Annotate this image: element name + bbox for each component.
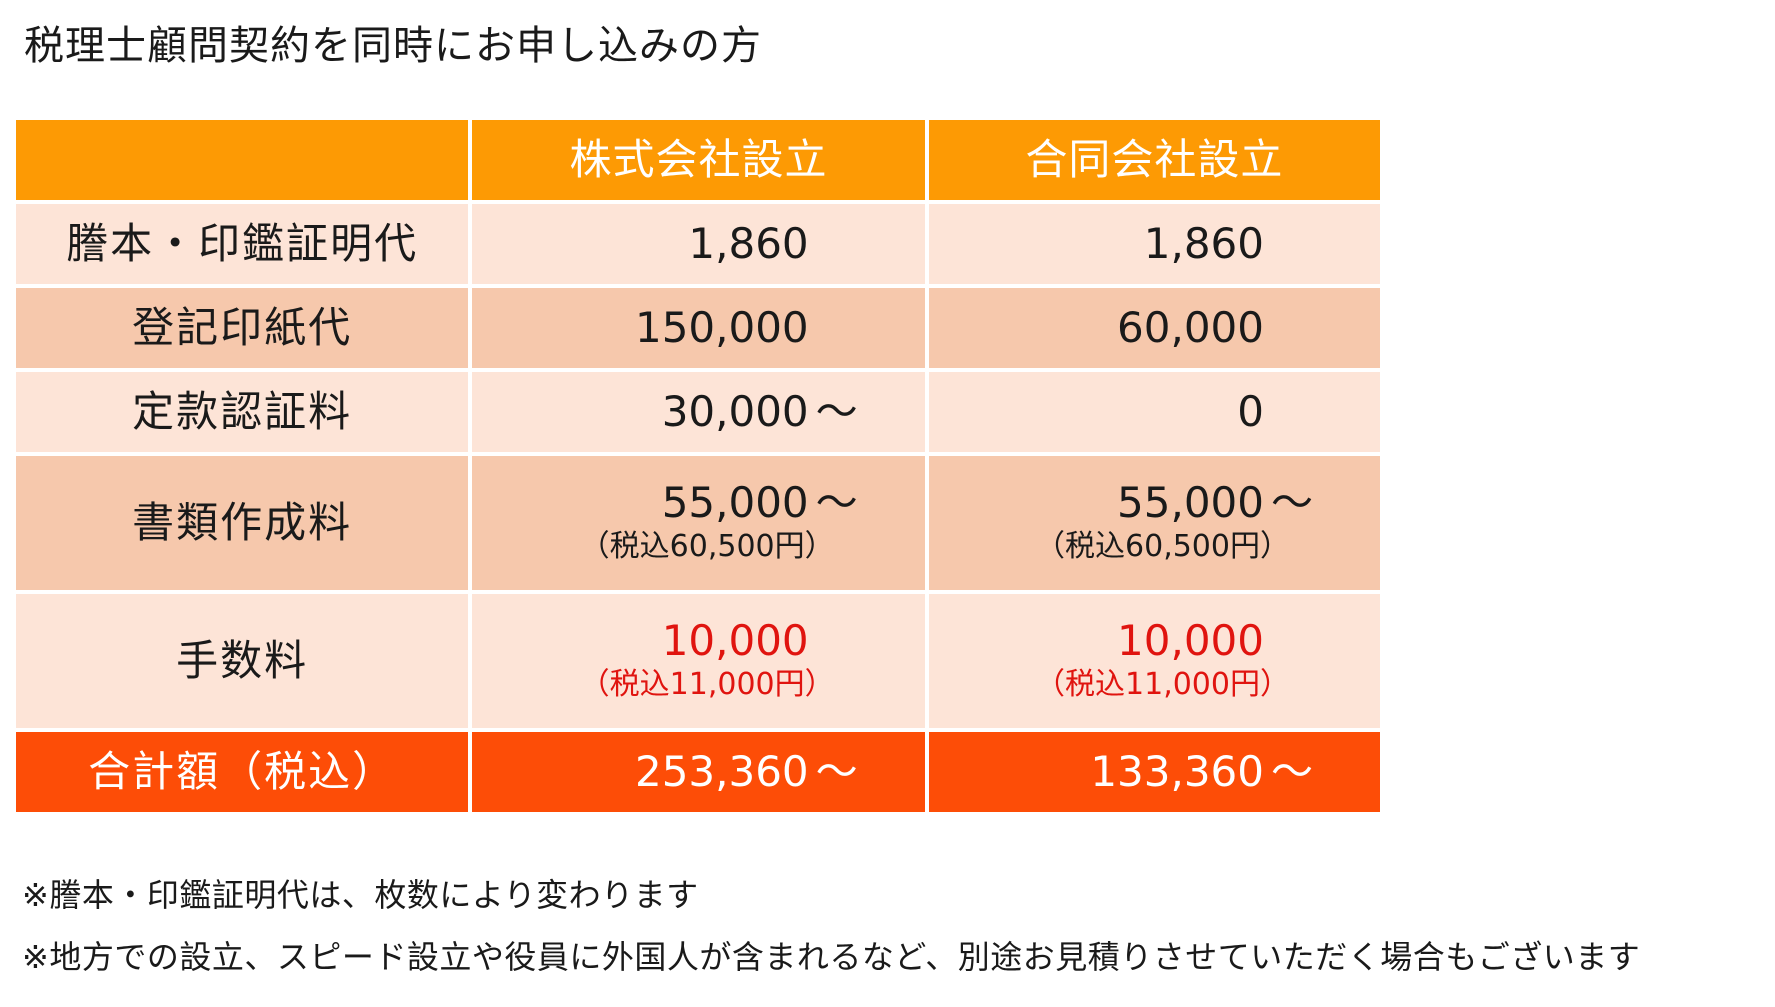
value-main: 150,000 — [634, 303, 809, 352]
value-main: 133,360 — [1090, 747, 1264, 796]
value-tilde: ～ — [815, 478, 858, 527]
value-tilde: ～ — [815, 747, 858, 796]
value-tax-included: （税込60,500円） — [1035, 529, 1290, 564]
row-label: 手数料 — [16, 594, 469, 728]
kabushiki-value: 1,860 — [472, 204, 925, 284]
value-main: 55,000 — [661, 478, 809, 527]
notes: ※謄本・印鑑証明代は、枚数により変わります ※地方での設立、スピード設立や役員に… — [22, 864, 1640, 988]
value-main-line: 10,000 — [929, 617, 1320, 665]
kabushiki-value: 30,000 ～ — [472, 372, 925, 452]
header-kabushiki: 株式会社設立 — [472, 120, 925, 200]
value-tax-included: （税込11,000円） — [1035, 667, 1290, 702]
kabushiki-value: 55,000 ～ （税込60,500円） — [472, 456, 925, 590]
row-label: 謄本・印鑑証明代 — [16, 204, 469, 284]
row-label: 定款認証料 — [16, 372, 469, 452]
row-label: 登記印紙代 — [16, 288, 469, 368]
kabushiki-value: 10,000 （税込11,000円） — [472, 594, 925, 728]
godo-value: 10,000 （税込11,000円） — [928, 594, 1380, 728]
table-row: 定款認証料 30,000 ～ 0 — [16, 372, 1380, 452]
value-tilde: ～ — [815, 387, 858, 436]
value-main: 10,000 — [661, 616, 809, 665]
value-main: 0 — [1237, 387, 1264, 436]
value-main: 10,000 — [1117, 616, 1264, 665]
value-main-line: 55,000 ～ — [472, 479, 864, 527]
header-godo: 合同会社設立 — [928, 120, 1380, 200]
total-row: 合計額（税込） 253,360 ～ 133,360 ～ — [16, 732, 1380, 812]
note-line: ※地方での設立、スピード設立や役員に外国人が含まれるなど、別途お見積りさせていた… — [22, 938, 1641, 976]
fee-table: 株式会社設立 合同会社設立 謄本・印鑑証明代 1,860 1,860 登記印紙代… — [12, 116, 1384, 816]
godo-value: 55,000 ～ （税込60,500円） — [928, 456, 1380, 590]
total-kabushiki: 253,360 ～ — [472, 732, 925, 812]
value-main: 55,000 — [1117, 478, 1264, 527]
table-row: 手数料 10,000 （税込11,000円） 10,000 （税込11,000円… — [16, 594, 1380, 728]
table-row: 書類作成料 55,000 ～ （税込60,500円） 55,000 ～ （税込60,… — [16, 456, 1380, 590]
value-main: 30,000 — [661, 387, 809, 436]
table-header-row: 株式会社設立 合同会社設立 — [16, 120, 1380, 200]
page-title: 税理士顧問契約を同時にお申し込みの方 — [24, 23, 762, 69]
value-tax-included: （税込60,500円） — [579, 529, 835, 564]
value-main: 253,360 — [634, 747, 809, 796]
kabushiki-value: 150,000 — [472, 288, 925, 368]
value-main: 1,860 — [1143, 219, 1264, 268]
row-label: 書類作成料 — [16, 456, 469, 590]
godo-value: 60,000 — [928, 288, 1380, 368]
value-main-line: 55,000 ～ — [929, 479, 1320, 527]
value-tax-included: （税込11,000円） — [579, 667, 835, 702]
value-main: 1,860 — [688, 219, 809, 268]
table-row: 登記印紙代 150,000 60,000 — [16, 288, 1380, 368]
table-row: 謄本・印鑑証明代 1,860 1,860 — [16, 204, 1380, 284]
header-blank-cell — [16, 120, 469, 200]
value-tilde: ～ — [1270, 478, 1313, 527]
value-main-line: 10,000 — [472, 617, 864, 665]
godo-value: 0 — [928, 372, 1380, 452]
value-main: 60,000 — [1117, 303, 1264, 352]
note-line: ※謄本・印鑑証明代は、枚数により変わります — [22, 876, 699, 914]
value-tilde: ～ — [1270, 747, 1313, 796]
total-godo: 133,360 ～ — [928, 732, 1380, 812]
godo-value: 1,860 — [928, 204, 1380, 284]
total-label: 合計額（税込） — [16, 732, 469, 812]
